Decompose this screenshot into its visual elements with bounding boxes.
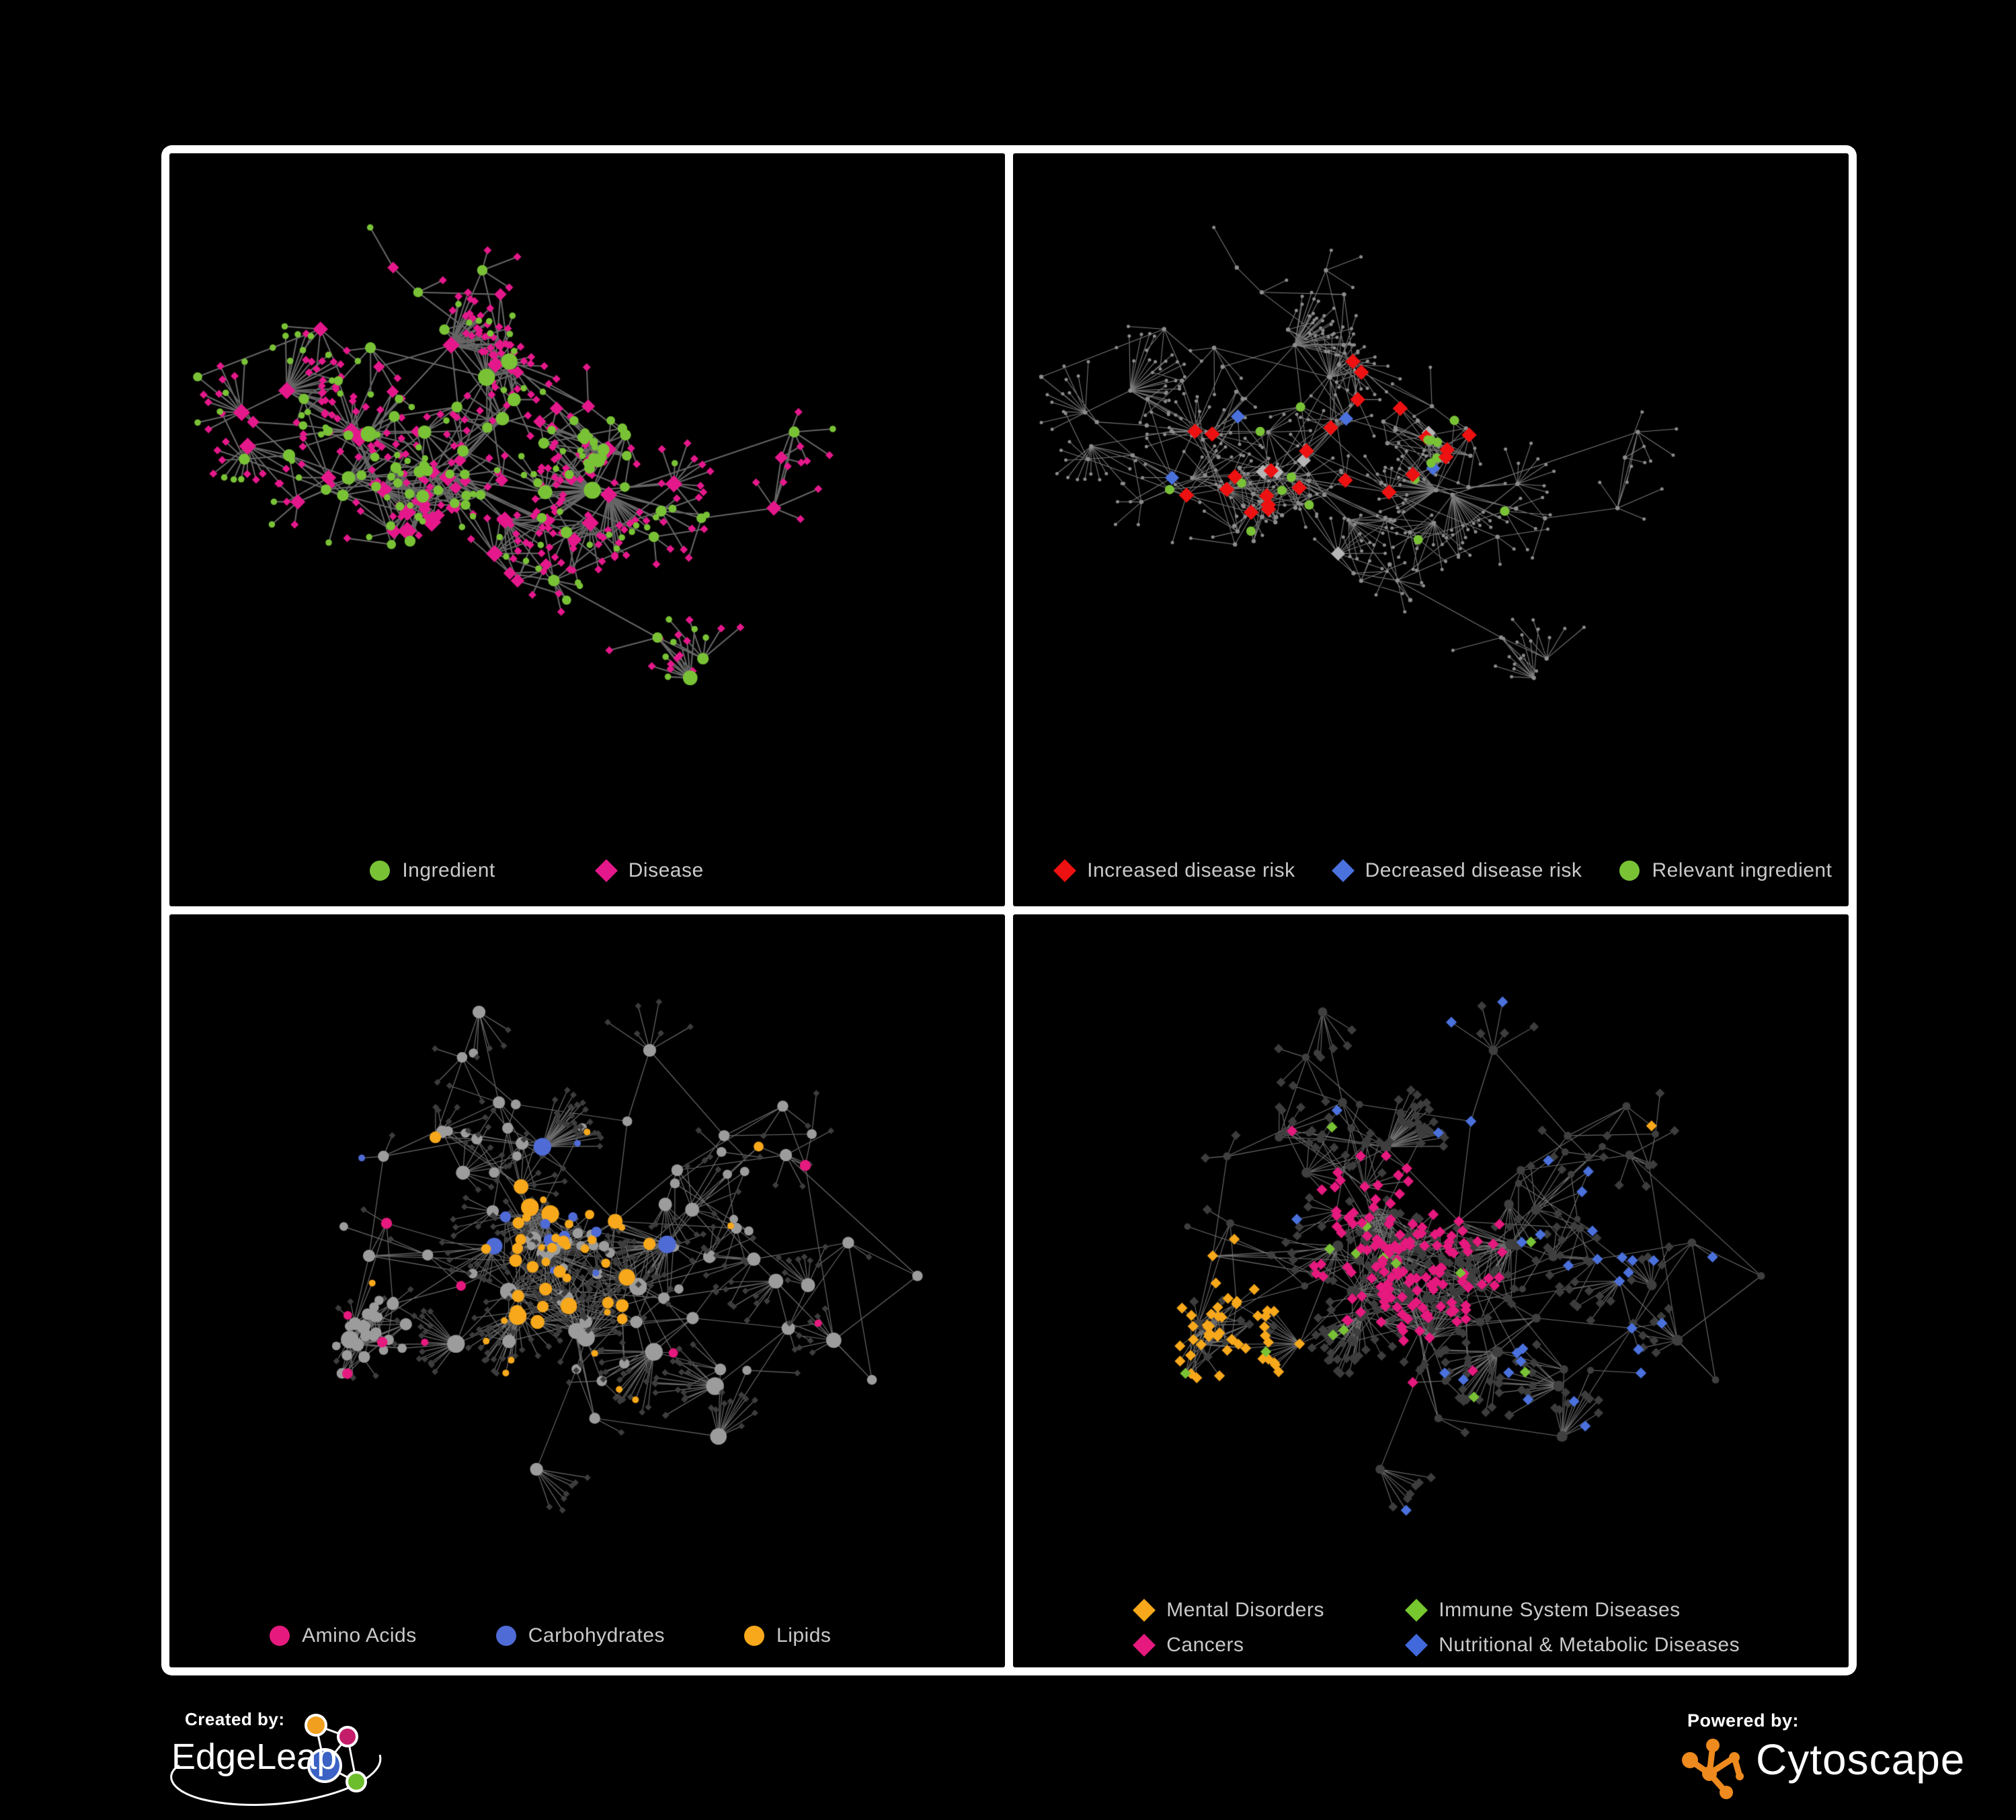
legend-item-ingredient: Ingredient	[370, 859, 495, 882]
cytoscape-brand: Cytoscape	[1756, 1735, 1966, 1784]
panel-ingredient-classes: Amino Acids Carbohydrates Lipids	[169, 914, 1005, 1667]
network-canvas-disease-risk	[1013, 153, 1849, 906]
legend-item-immune-system-diseases: Immune System Diseases	[1405, 1599, 1849, 1622]
legend-item-mental-disorders: Mental Disorders	[1133, 1599, 1406, 1622]
legend-label-immune-system-diseases: Immune System Diseases	[1439, 1599, 1681, 1621]
ingredient-swatch-icon	[370, 861, 391, 881]
cytoscape-logo-icon	[1682, 1739, 1744, 1799]
panel-disease-risk: Increased disease risk Decreased disease…	[1013, 153, 1849, 906]
edgeleap-credit: Created by: EdgeLeap	[165, 1706, 393, 1820]
lipids-swatch-icon	[744, 1626, 765, 1646]
legend-item-increased-risk: Increased disease risk	[1053, 859, 1295, 882]
legend-label-ingredient: Ingredient	[402, 859, 495, 881]
decreased-risk-swatch-icon	[1331, 859, 1355, 882]
legend-item-relevant-ingredient: Relevant ingredient	[1619, 859, 1832, 882]
legend-label-cancers: Cancers	[1166, 1634, 1244, 1656]
nutritional-metabolic-swatch-icon	[1405, 1634, 1428, 1657]
legend-label-relevant-ingredient: Relevant ingredient	[1652, 859, 1832, 881]
legend-item-disease: Disease	[594, 859, 704, 882]
legend-label-carbohydrates: Carbohydrates	[528, 1624, 666, 1647]
four-panel-frame: Ingredient Disease Increased disease ris…	[161, 145, 1857, 1675]
legend-label-lipids: Lipids	[776, 1624, 832, 1647]
network-canvas-ingredient-disease	[169, 153, 1005, 906]
legend-label-mental-disorders: Mental Disorders	[1166, 1599, 1324, 1621]
legend-label-increased-risk: Increased disease risk	[1087, 859, 1295, 881]
network-canvas-ingredient-classes	[169, 914, 1005, 1667]
legend-item-lipids: Lipids	[744, 1624, 831, 1647]
legend-label-nutritional-metabolic: Nutritional & Metabolic Diseases	[1439, 1634, 1740, 1656]
panel-ingredient-disease: Ingredient Disease	[169, 153, 1005, 906]
edgeleap-brand: EdgeLeap	[171, 1737, 337, 1777]
legend-item-amino-acids: Amino Acids	[270, 1624, 417, 1647]
legend-item-carbohydrates: Carbohydrates	[495, 1624, 666, 1647]
legend-disease-classes: Mental Disorders Immune System Diseases …	[1013, 1599, 1849, 1657]
legend-item-nutritional-metabolic-diseases: Nutritional & Metabolic Diseases	[1405, 1634, 1849, 1657]
legend-disease-risk: Increased disease risk Decreased disease…	[1013, 859, 1849, 882]
network-canvas-disease-classes	[1013, 914, 1849, 1667]
legend-item-decreased-risk: Decreased disease risk	[1331, 859, 1582, 882]
legend-item-cancers: Cancers	[1133, 1634, 1406, 1657]
powered-by-label: Powered by:	[1687, 1710, 1800, 1731]
relevant-ingredient-swatch-icon	[1619, 861, 1640, 881]
created-by-label: Created by:	[185, 1709, 285, 1729]
increased-risk-swatch-icon	[1053, 859, 1077, 882]
legend-label-decreased-risk: Decreased disease risk	[1365, 859, 1582, 881]
legend-ingredient-classes: Amino Acids Carbohydrates Lipids	[169, 1624, 1005, 1647]
immune-system-diseases-swatch-icon	[1405, 1599, 1428, 1622]
mental-disorders-swatch-icon	[1133, 1599, 1156, 1622]
cytoscape-credit: Powered by: Cytoscape	[1675, 1708, 1964, 1809]
legend-label-amino-acids: Amino Acids	[302, 1624, 417, 1647]
amino-acids-swatch-icon	[270, 1626, 290, 1646]
panel-disease-classes: Mental Disorders Immune System Diseases …	[1013, 914, 1849, 1667]
cancers-swatch-icon	[1133, 1634, 1156, 1657]
legend-label-disease: Disease	[628, 859, 704, 881]
carbohydrates-swatch-icon	[495, 1626, 516, 1646]
edgeleap-logo-icon	[170, 1714, 382, 1807]
legend-ingredient-disease: Ingredient Disease	[169, 859, 1005, 882]
disease-swatch-icon	[594, 859, 618, 882]
